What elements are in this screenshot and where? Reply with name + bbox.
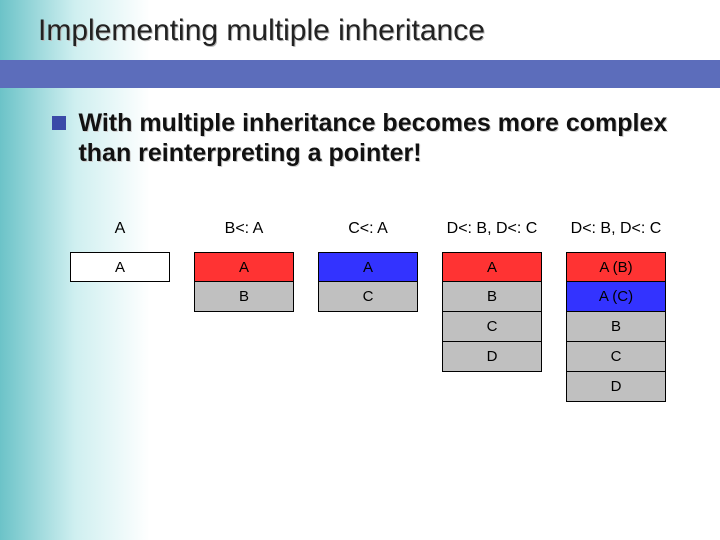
- layout-cell: B: [566, 312, 666, 342]
- layout-cell: D: [442, 342, 542, 372]
- layout-cell: A: [318, 252, 418, 282]
- layout-cell: A: [442, 252, 542, 282]
- bullet-text: With multiple inheritance becomes more c…: [78, 108, 668, 168]
- column-header: D<: B, D<: C: [571, 220, 662, 240]
- layout-cell: B: [442, 282, 542, 312]
- layout-cell: A: [70, 252, 170, 282]
- column-header: A: [115, 220, 126, 240]
- diagram-column: D<: B, D<: C A (B)A (C)BCD: [566, 220, 666, 402]
- layout-cell: A: [194, 252, 294, 282]
- layout-cell: C: [442, 312, 542, 342]
- layout-cell: C: [566, 342, 666, 372]
- layout-cell: A (C): [566, 282, 666, 312]
- layout-cell: A (B): [566, 252, 666, 282]
- bullet-icon: [52, 116, 66, 130]
- diagram-column: B<: A AB: [194, 220, 294, 312]
- diagram-column: AA: [70, 220, 170, 282]
- accent-bar: [0, 60, 720, 88]
- page-title: Implementing multiple inheritance: [38, 14, 485, 48]
- layout-cell: D: [566, 372, 666, 402]
- column-header: D<: B, D<: C: [447, 220, 538, 240]
- bullet-item: With multiple inheritance becomes more c…: [52, 108, 690, 168]
- diagram-column: C<: A AC: [318, 220, 418, 312]
- layout-cell: B: [194, 282, 294, 312]
- layout-cell: C: [318, 282, 418, 312]
- inheritance-diagram: AAB<: AABC<: AACD<: B, D<: CABCDD<: B, D…: [70, 220, 700, 402]
- column-header: B<: A: [225, 220, 264, 240]
- diagram-column: D<: B, D<: C ABCD: [442, 220, 542, 372]
- column-header: C<: A: [348, 220, 388, 240]
